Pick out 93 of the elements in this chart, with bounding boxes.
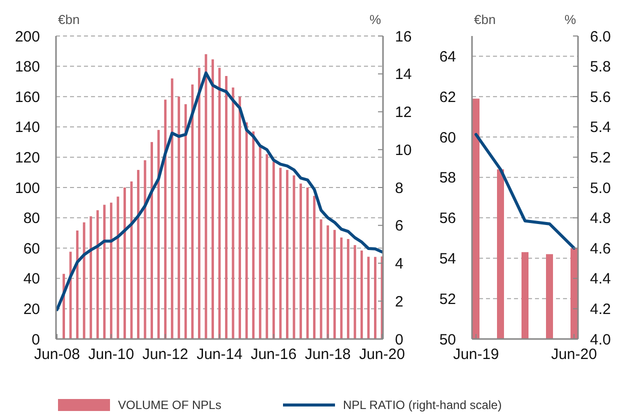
y2-tick-label: 4.2 bbox=[590, 300, 611, 318]
y2-tick-label: 14 bbox=[395, 66, 412, 84]
bar bbox=[170, 78, 174, 339]
y-tick-label: 40 bbox=[23, 270, 40, 288]
bar bbox=[198, 68, 200, 339]
y-tick-label: 60 bbox=[439, 129, 456, 146]
bar bbox=[103, 204, 106, 339]
bar bbox=[313, 196, 316, 339]
y-tick-label: 62 bbox=[439, 88, 456, 106]
y-tick-label: 64 bbox=[439, 48, 456, 66]
bar bbox=[374, 256, 376, 339]
legend-label: VOLUME OF NPLs bbox=[118, 398, 222, 412]
y2-tick-label: 5.0 bbox=[590, 180, 611, 197]
bar bbox=[110, 202, 112, 339]
y-tick-label: 54 bbox=[439, 250, 456, 268]
bar bbox=[184, 104, 187, 339]
x-tick-label: Jun-16 bbox=[250, 346, 297, 363]
bar bbox=[116, 196, 120, 339]
bar bbox=[252, 131, 255, 339]
y2-tick-label: 4.6 bbox=[590, 240, 611, 258]
x-tick-label: Jun-10 bbox=[88, 346, 134, 363]
y-axis-title: €bn bbox=[474, 12, 496, 27]
y2-tick-label: 16 bbox=[395, 28, 412, 46]
y2-tick-label: 4.4 bbox=[590, 270, 611, 288]
y2-axis-title: % bbox=[369, 12, 382, 27]
y-tick-label: 180 bbox=[14, 58, 40, 76]
bar bbox=[90, 216, 92, 339]
y2-tick-label: 4.0 bbox=[590, 331, 611, 348]
bar bbox=[346, 239, 350, 339]
y2-tick-label: 5.2 bbox=[590, 149, 611, 166]
line-series bbox=[474, 132, 576, 250]
bar bbox=[96, 210, 99, 339]
bar bbox=[212, 59, 214, 339]
y-tick-label: 200 bbox=[14, 28, 40, 46]
y-tick-label: 52 bbox=[439, 290, 456, 308]
y2-tick-label: 10 bbox=[395, 142, 412, 159]
y-tick-label: 100 bbox=[14, 180, 40, 197]
x-tick-label: Jun-14 bbox=[196, 346, 242, 363]
bar bbox=[157, 130, 160, 339]
x-tick-label: Jun-20 bbox=[551, 346, 597, 363]
y-tick-label: 0 bbox=[32, 331, 40, 348]
bar bbox=[238, 96, 242, 339]
bar bbox=[320, 219, 322, 339]
y-tick-label: 56 bbox=[439, 210, 456, 228]
y2-tick-label: 4 bbox=[395, 256, 404, 272]
y2-tick-label: 4.8 bbox=[590, 210, 611, 228]
bar bbox=[124, 188, 126, 339]
bar bbox=[82, 222, 86, 339]
y-tick-label: 140 bbox=[14, 119, 40, 136]
x-tick-label: Jun-20 bbox=[359, 346, 405, 363]
bar bbox=[360, 250, 363, 339]
bar bbox=[164, 100, 167, 339]
bar bbox=[191, 84, 194, 339]
x-tick-label: Jun-12 bbox=[142, 346, 188, 363]
y-tick-label: 120 bbox=[14, 149, 40, 166]
bar bbox=[286, 170, 288, 339]
bar bbox=[333, 230, 336, 339]
legend-label: NPL RATIO (right-hand scale) bbox=[343, 398, 502, 412]
y-tick-label: 160 bbox=[14, 88, 40, 106]
bar bbox=[279, 168, 282, 339]
bar bbox=[178, 96, 180, 339]
y2-tick-label: 5.8 bbox=[590, 58, 611, 76]
bar bbox=[266, 154, 268, 339]
y-axis-title: €bn bbox=[58, 12, 80, 27]
y2-tick-label: 6.0 bbox=[590, 28, 611, 46]
y-tick-label: 20 bbox=[23, 300, 40, 318]
bar bbox=[150, 142, 153, 339]
y2-tick-label: 2 bbox=[395, 293, 404, 310]
bar bbox=[300, 184, 302, 339]
y-tick-label: 50 bbox=[439, 331, 456, 348]
y-tick-label: 58 bbox=[439, 170, 456, 187]
bar bbox=[225, 76, 228, 339]
bar bbox=[354, 245, 356, 339]
x-tick-label: Jun-19 bbox=[453, 346, 499, 363]
bar bbox=[245, 122, 248, 339]
bar bbox=[258, 146, 262, 339]
y2-axis-title: % bbox=[564, 12, 576, 27]
bar bbox=[137, 170, 140, 339]
y2-tick-label: 12 bbox=[395, 104, 412, 121]
line-series bbox=[56, 71, 384, 312]
y-tick-label: 80 bbox=[23, 210, 40, 228]
bar bbox=[326, 225, 330, 339]
y-tick-label: 60 bbox=[23, 240, 40, 258]
bar bbox=[272, 162, 275, 339]
x-tick-label: Jun-08 bbox=[34, 346, 80, 363]
y2-tick-label: 6 bbox=[395, 218, 404, 235]
y2-tick-label: 8 bbox=[395, 180, 404, 197]
y2-tick-label: 5.4 bbox=[590, 119, 611, 136]
bar bbox=[76, 230, 79, 339]
y2-tick-label: 0 bbox=[395, 331, 404, 348]
y2-tick-label: 5.6 bbox=[590, 88, 611, 106]
x-tick-label: Jun-18 bbox=[304, 346, 351, 363]
bar bbox=[340, 237, 343, 339]
